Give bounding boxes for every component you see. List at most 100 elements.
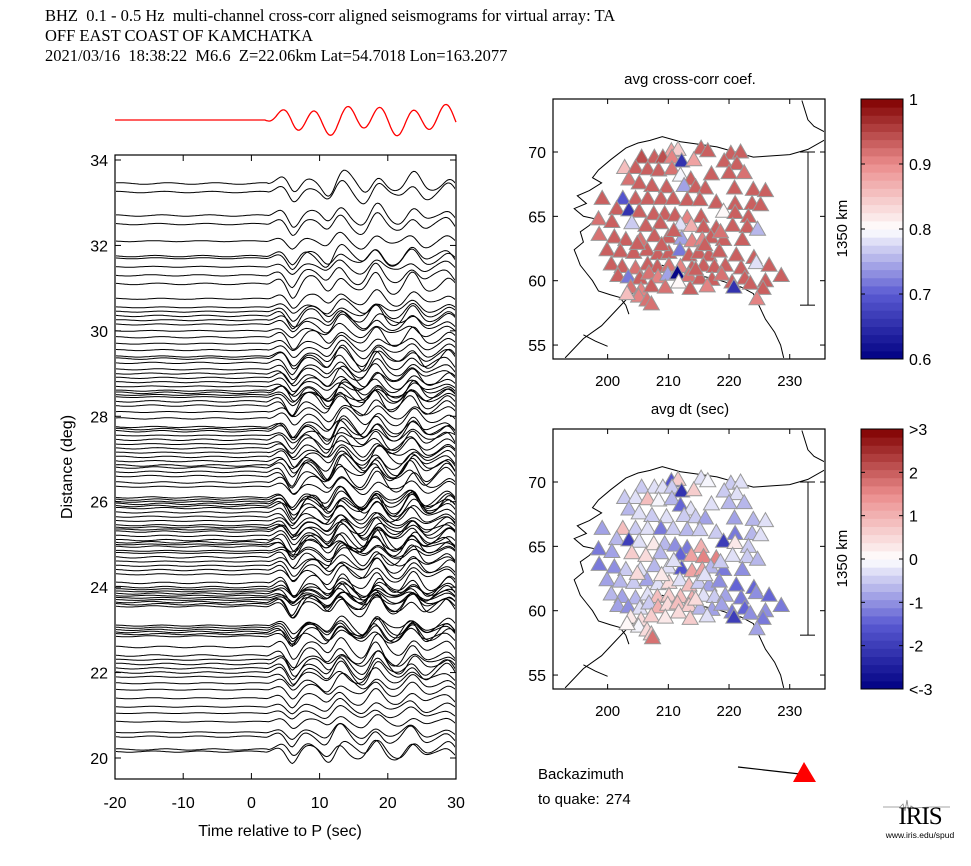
station-triangle: [593, 189, 612, 205]
colorbar-swatch: [861, 245, 903, 254]
station-triangle: [620, 200, 638, 217]
seismogram-trace: [116, 546, 455, 563]
station-triangle: [618, 284, 636, 301]
station-triangle: [603, 542, 621, 558]
station-triangle: [669, 272, 688, 289]
seismogram-trace: [116, 490, 455, 520]
station-triangle: [691, 269, 709, 285]
coastline-segment: [583, 664, 608, 677]
colorbar-cross-corr: 0.6 0.7 0.8 0.9 1: [860, 92, 931, 369]
station-triangle: [744, 180, 763, 196]
colorbar-swatch: [861, 326, 903, 336]
station-triangle: [698, 276, 717, 293]
station-triangle: [590, 225, 608, 241]
station-triangle: [611, 242, 630, 258]
station-triangle: [678, 520, 697, 537]
seismogram-trace: [116, 486, 455, 511]
station-triangle: [678, 190, 697, 207]
x-tick-label: 200: [595, 373, 620, 390]
colorbar-swatch: [861, 229, 903, 238]
station-triangle: [626, 158, 645, 174]
station-triangle: [720, 163, 738, 180]
x-tick-label: 210: [656, 373, 681, 390]
station-triangle: [657, 177, 676, 194]
seismogram-trace: [116, 344, 455, 372]
colorbar-swatch: [861, 502, 903, 511]
seismogram-trace: [116, 212, 455, 236]
station-triangle: [672, 152, 691, 168]
station-triangle: [623, 213, 641, 230]
iris-logo[interactable]: IRIS www.iris.edu/spud: [880, 803, 960, 840]
station-triangle: [589, 209, 608, 226]
station-triangle: [731, 142, 750, 159]
iris-logo-url[interactable]: www.iris.edu/spud: [885, 830, 955, 840]
seismogram-trace: [116, 259, 455, 276]
map2-frame: [552, 428, 826, 690]
colorbar-tick-label: 0.6: [909, 352, 931, 369]
station-triangle: [672, 482, 691, 498]
station-triangle: [696, 509, 715, 525]
colorbar-swatch: [861, 648, 903, 657]
station-triangle: [725, 179, 744, 195]
station-triangle: [638, 489, 657, 506]
y-tick-label: 55: [528, 668, 546, 685]
y-tick-label: 60: [528, 274, 546, 291]
map1-title: avg cross-corr coef.: [624, 71, 756, 88]
station-triangle: [692, 207, 710, 223]
station-triangle: [642, 294, 661, 311]
station-triangle: [707, 193, 726, 209]
station-triangle: [748, 550, 767, 566]
station-triangle: [760, 256, 778, 272]
station-triangle: [664, 221, 683, 238]
station-triangle: [620, 170, 638, 186]
seismogram-trace: [116, 493, 455, 521]
seismogram-trace: [116, 650, 455, 669]
seismogram-trace: [116, 523, 455, 548]
seismogram-trace: [116, 518, 455, 543]
station-triangle: [613, 189, 632, 205]
colorbar-swatch: [861, 429, 903, 438]
colorbar-swatch: [861, 526, 903, 536]
station-triangle: [711, 222, 730, 239]
colorbar-swatch: [861, 237, 903, 246]
station-triangle: [696, 179, 715, 195]
colorbar-swatch: [861, 188, 903, 197]
station-triangle: [593, 519, 612, 535]
station-triangle: [727, 575, 746, 592]
colorbar-swatch: [861, 350, 903, 360]
seismogram-trace: [116, 497, 455, 521]
seismogram-trace: [116, 681, 455, 700]
seismogram-trace: [116, 657, 455, 681]
colorbar-swatch: [861, 107, 903, 116]
colorbar-swatch: [861, 302, 903, 311]
station-triangle: [638, 159, 657, 176]
station-triangle: [725, 509, 744, 525]
seismogram-trace: [116, 459, 455, 488]
seismogram-trace: [116, 542, 455, 569]
colorbar-swatch: [861, 318, 903, 327]
station-triangle: [618, 614, 636, 631]
colorbar-swatch: [861, 559, 903, 568]
seismogram-trace: [116, 322, 455, 339]
seismogram-trace: [116, 404, 455, 423]
station-triangle: [598, 240, 616, 257]
colorbar-swatch: [861, 680, 903, 690]
colorbar-swatch: [861, 664, 903, 674]
station-triangle: [738, 547, 757, 564]
station-triangle: [616, 230, 635, 247]
seismogram-trace: [116, 633, 455, 660]
seismogram-trace: [116, 557, 455, 583]
station-triangle: [666, 206, 684, 222]
iris-logo-text: IRIS: [898, 803, 942, 830]
seismogram-trace: [116, 248, 455, 271]
coastline-segment: [573, 466, 824, 645]
station-triangle: [691, 520, 709, 537]
station-triangle: [712, 265, 731, 281]
colorbar-swatch: [861, 583, 903, 592]
station-triangle: [609, 266, 627, 283]
seismogram-trace: [116, 672, 455, 693]
station-triangle: [689, 573, 708, 589]
colorbar-swatch: [861, 494, 903, 503]
colorbar-swatch: [861, 123, 903, 132]
station-triangle: [675, 176, 693, 192]
